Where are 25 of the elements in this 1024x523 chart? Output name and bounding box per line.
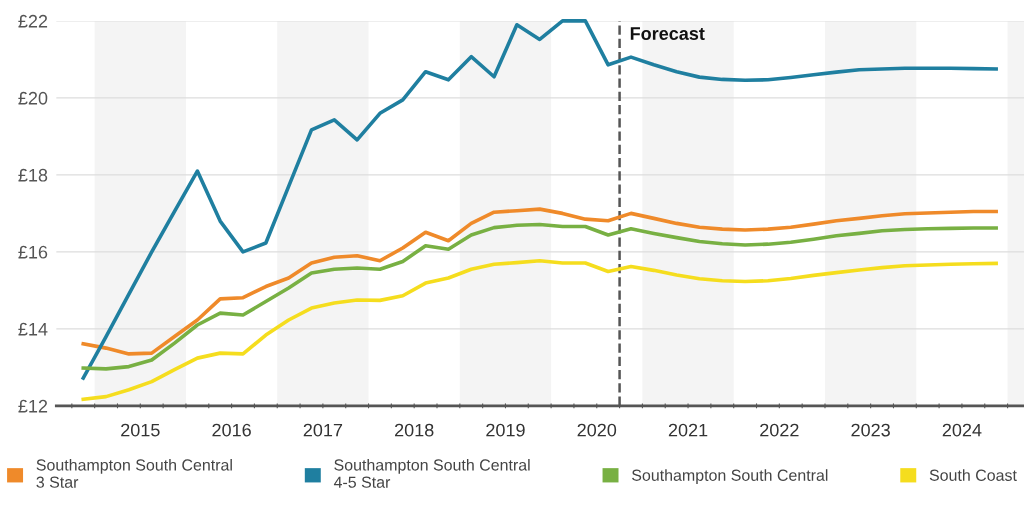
legend-label: South Coast [929,469,1017,481]
line-series [81,222,998,371]
x-tick-label: 2023 [851,423,890,437]
x-tick-label: 2017 [303,423,343,437]
line-series [81,19,998,380]
x-tick-label: 2018 [395,423,434,437]
y-tick-label: £14 [18,322,48,336]
x-tick-label: 2020 [577,423,617,437]
line-series [81,207,998,356]
legend-label: Southampton South Central 4-5 Star [333,458,530,488]
y-tick-label: £16 [18,245,48,259]
y-tick-label: £22 [18,14,48,28]
line-series [81,258,998,402]
y-tick-label: £12 [18,399,48,413]
x-tick-label: 2016 [212,423,251,437]
x-tick-label: 2024 [942,423,982,437]
ref-line-label: Forecast [630,27,705,40]
y-tick-label: £20 [18,91,48,105]
x-tick-label: 2015 [121,423,160,437]
y-tick-label: £18 [18,168,48,182]
x-tick-label: 2021 [668,423,708,437]
legend-label: Southampton South Central [632,469,828,485]
legend-label: Southampton South Central 3 Star [36,458,232,488]
x-tick-label: 2019 [486,423,525,437]
x-tick-label: 2022 [760,423,799,437]
